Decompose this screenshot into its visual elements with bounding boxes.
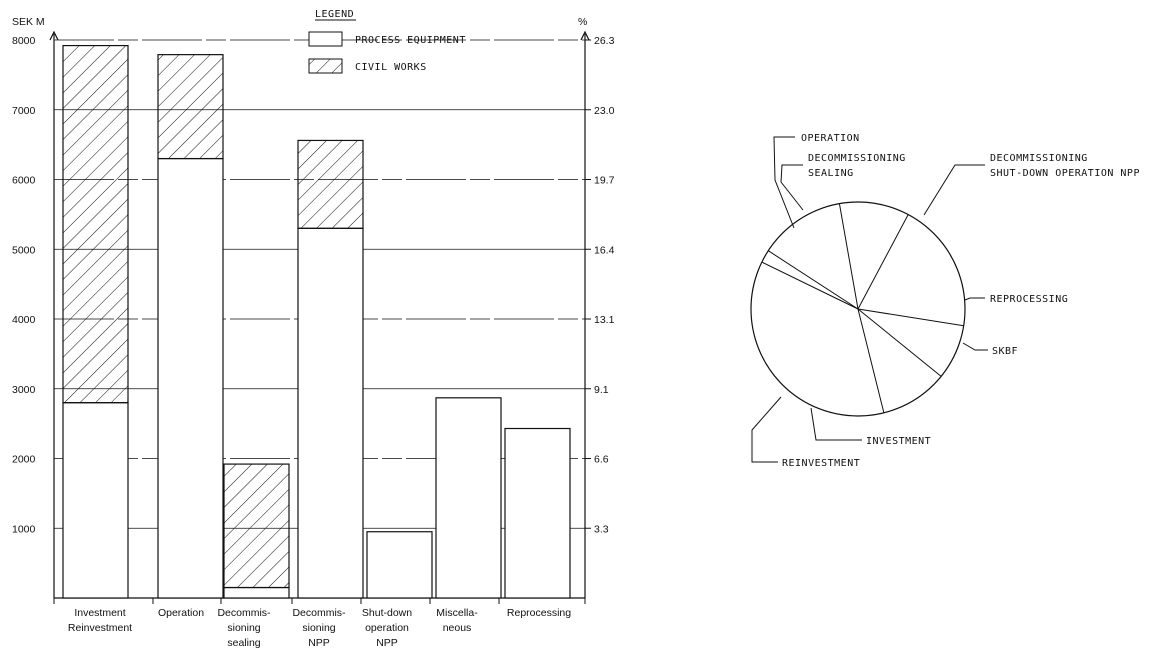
x-tick-label: Miscella- [436,607,478,619]
right-axis-arrow-icon [580,30,590,41]
bar-process-equipment [435,397,502,599]
pie-label-operation: OPERATION [801,133,860,144]
x-tick-label: Shut-down [362,607,412,619]
legend-swatch-process-equipment [308,31,343,47]
pie-label-decommissioning-sealing-1: DECOMMISSIONING [808,153,906,164]
leader-skbf [962,342,988,351]
leader-decommissioning-sealing [780,164,804,211]
y2-tick-label: 9.1 [594,384,609,396]
bar-process-equipment [157,157,224,599]
pie-label-decommissioning-shutdown-1: DECOMMISSIONING [990,153,1088,164]
pie-slice [761,261,859,310]
y-tick-labels: 1000 3.3 2000 6.6 3000 9.1 4000 13.1 5000 16.4 600… [12,35,615,535]
x-tick-labels: Investment Reinvestment Operation Decommis-… [53,598,586,649]
leader-operation [773,136,795,229]
bar-process-equipment [62,402,129,599]
leader-reprocessing [964,297,985,301]
y-tick-label: 1000 [12,523,36,535]
y-tick-label: 7000 [12,105,36,117]
x-tick-label: operation [365,622,409,634]
x-tick-label: sealing [227,637,260,649]
pie-slice [857,308,964,327]
x-tick-label: sioning [302,622,335,634]
leader-reinvestment [751,396,782,463]
pie-slice-dividers [761,203,964,413]
pie-label-skbf: SKBF [992,346,1018,357]
y-tick-label: 2000 [12,454,36,466]
pie-label-reinvestment: REINVESTMENT [782,458,860,469]
bar-process-equipment [223,586,290,599]
bar-civil-works [157,54,224,160]
bar-process-equipment [504,427,571,599]
legend-swatch-civil-works [308,58,343,74]
pie-label-decommissioning-shutdown-2: SHUT-DOWN OPERATION NPP [990,168,1140,179]
pie-slice [838,203,859,310]
x-tick-label: Reinvestment [68,622,132,634]
x-tick-label: sioning [227,622,260,634]
pie-label-decommissioning-sealing-2: SEALING [808,168,854,179]
y2-tick-label: 26.3 [594,35,615,47]
left-axis-arrow-icon [49,30,59,41]
y-axis-label: SEK M [12,16,45,28]
legend-label-civil-works: CIVIL WORKS [355,62,427,73]
bar-civil-works [223,463,290,589]
bar-chart: SEK M % 1000 3.3 2000 6.6 3000 9.1 4000 13.1 500… [12,9,615,649]
y2-axis-label: % [578,16,587,28]
x-tick-label: Operation [158,607,204,619]
pie-label-reprocessing: REPROCESSING [990,294,1068,305]
y2-tick-label: 3.3 [594,523,609,535]
x-tick-label: Reprocessing [507,607,571,619]
y2-tick-label: 6.6 [594,454,609,466]
y-tick-label: 4000 [12,314,36,326]
x-tick-label: Decommis- [217,607,271,619]
x-tick-label: neous [443,622,472,634]
x-tick-label: NPP [308,637,330,649]
leader-investment [810,407,862,441]
y2-tick-label: 16.4 [594,244,615,256]
x-tick-label: Decommis- [292,607,346,619]
y-tick-label: 3000 [12,384,36,396]
pie-chart: OPERATION DECOMMISSIONING SEALING DECOMM… [750,133,1140,469]
y2-tick-label: 23.0 [594,105,615,117]
leader-decommissioning-shutdown [923,164,985,216]
pie-slice [857,308,885,413]
legend-title: LEGEND [315,9,354,20]
pie-slice [857,214,909,310]
x-tick-label: NPP [376,637,398,649]
bar-civil-works [62,44,129,404]
legend-label-process-equipment: PROCESS EQUIPMENT [355,35,466,46]
bar-process-equipment [297,227,364,599]
pie-slice [857,308,942,377]
pie-leader-lines [751,136,988,463]
pie-slice [767,250,859,310]
x-tick-label: Investment [74,607,125,619]
bar-civil-works [297,139,364,229]
y-tick-label: 6000 [12,175,36,187]
y2-tick-label: 19.7 [594,175,615,187]
y-tick-label: 8000 [12,35,36,47]
y2-tick-label: 13.1 [594,314,615,326]
pie-label-investment: INVESTMENT [866,436,931,447]
legend: LEGEND PROCESS EQUIPMENT CIVIL WORKS [308,9,466,74]
bars [62,44,571,599]
y-tick-label: 5000 [12,244,36,256]
bar-process-equipment [366,531,433,599]
